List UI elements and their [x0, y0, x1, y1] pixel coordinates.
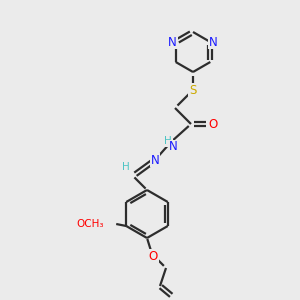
Text: OCH₃: OCH₃: [77, 219, 104, 229]
Text: S: S: [189, 83, 197, 97]
Text: O: O: [148, 250, 158, 262]
Text: H: H: [164, 136, 172, 146]
Text: N: N: [169, 140, 177, 154]
Text: N: N: [151, 154, 159, 166]
Text: N: N: [209, 35, 218, 49]
Text: O: O: [208, 118, 217, 130]
Text: N: N: [168, 35, 177, 49]
Text: H: H: [122, 162, 130, 172]
